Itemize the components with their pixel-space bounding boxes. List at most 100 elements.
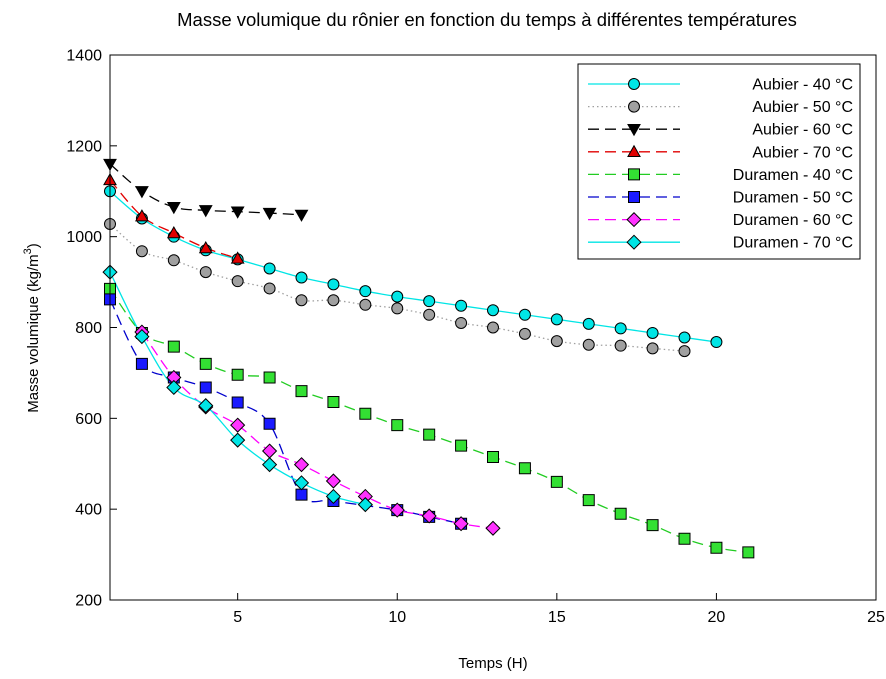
data-point: [199, 381, 212, 394]
y-tick-label: 1400: [66, 48, 102, 65]
data-point: [582, 317, 595, 330]
legend-swatch-marker: [627, 124, 641, 137]
x-tick-label: 5: [233, 609, 242, 626]
data-point: [166, 201, 181, 215]
data-point: [166, 379, 182, 396]
data-point: [423, 308, 436, 321]
data-point: [327, 294, 340, 307]
data-point: [134, 329, 150, 345]
data-point: [646, 342, 659, 355]
data-point: [391, 290, 404, 303]
x-tick-label: 10: [388, 609, 406, 626]
y-axis-label-main: Masse volumique (kg/m: [25, 254, 42, 412]
data-point: [327, 278, 340, 291]
y-tick-label: 200: [75, 593, 102, 610]
data-point: [487, 450, 499, 463]
series-line: [141, 331, 494, 529]
x-tick-label: 15: [548, 609, 566, 626]
y-axis-label: Masse volumique (kg/m3): [22, 243, 42, 413]
data-point: [357, 497, 373, 513]
legend-swatch-marker: [626, 212, 642, 228]
data-point: [359, 285, 372, 298]
data-point: [582, 494, 595, 507]
data-point: [295, 488, 308, 501]
y-axis-label-sup: 3: [22, 248, 34, 254]
legend-swatch-marker: [627, 144, 641, 157]
data-point: [262, 443, 278, 459]
legend-swatch-marker: [628, 168, 640, 181]
data-point: [295, 385, 308, 398]
data-point: [262, 207, 277, 221]
data-point: [423, 428, 436, 441]
legend-swatch-marker: [628, 191, 640, 203]
legend-entry-label: Aubier - 50 °C: [752, 99, 853, 116]
data-point: [455, 316, 468, 329]
chart-title: Masse volumique du rônier en fonction du…: [177, 9, 797, 30]
data-point: [614, 507, 627, 520]
x-tick-label: 20: [708, 609, 726, 626]
series-line: [109, 299, 462, 525]
legend-swatch-marker: [628, 100, 640, 113]
data-point: [135, 245, 148, 258]
data-point: [295, 271, 308, 284]
data-point: [550, 313, 563, 326]
data-point: [167, 340, 180, 353]
data-point: [518, 308, 531, 321]
data-point: [135, 209, 149, 222]
legend-swatch-marker: [628, 78, 640, 90]
data-point: [198, 398, 214, 414]
data-point: [678, 331, 691, 344]
y-tick-label: 1200: [66, 138, 102, 155]
y-tick-label: 1000: [66, 229, 102, 246]
data-point: [198, 240, 213, 254]
legend: Aubier - 40 °C Aubier - 50 °C Aubier - 60 …: [577, 63, 861, 260]
data-point: [325, 488, 341, 505]
x-axis: 5 10 15 20 25: [233, 593, 885, 626]
data-point: [167, 254, 180, 267]
data-point: [614, 339, 627, 352]
y-tick-label: 600: [75, 411, 102, 428]
data-point: [199, 266, 212, 279]
data-point: [742, 546, 755, 559]
data-point: [359, 298, 372, 311]
data-point: [582, 338, 595, 351]
data-point: [485, 520, 501, 536]
x-axis-label: Temps (H): [458, 655, 527, 672]
data-point: [231, 396, 244, 409]
data-point: [327, 395, 340, 408]
data-point: [518, 327, 531, 340]
series-line: [109, 179, 238, 260]
data-point: [550, 335, 563, 348]
data-point: [359, 407, 372, 420]
data-point: [230, 206, 245, 219]
legend-entry-label: Duramen - 40 °C: [733, 167, 853, 184]
data-point: [230, 417, 246, 433]
data-point: [135, 357, 148, 370]
legend-swatch-marker: [626, 234, 642, 250]
data-point: [487, 304, 499, 317]
y-tick-label: 800: [75, 320, 102, 337]
legend-entry-label: Aubier - 60 °C: [752, 122, 853, 139]
legend-entry-label: Duramen - 70 °C: [733, 235, 853, 252]
legend-entry-label: Aubier - 70 °C: [752, 144, 853, 161]
series-line: [109, 271, 366, 506]
data-point: [263, 371, 276, 384]
data-point: [293, 475, 310, 491]
data-point: [455, 299, 468, 312]
data-point: [710, 336, 723, 349]
data-point: [423, 295, 436, 308]
data-point: [135, 186, 149, 199]
data-point: [198, 205, 213, 218]
y-tick-label: 400: [75, 502, 102, 519]
data-point: [455, 439, 468, 452]
data-point: [421, 508, 437, 524]
x-tick-label: 25: [867, 609, 885, 626]
series-markers: [102, 158, 755, 559]
data-point: [166, 225, 181, 239]
legend-entry-label: Duramen - 50 °C: [733, 190, 853, 207]
data-point: [487, 321, 499, 334]
data-point: [230, 432, 246, 448]
data-point: [263, 282, 276, 295]
data-point: [550, 475, 563, 488]
